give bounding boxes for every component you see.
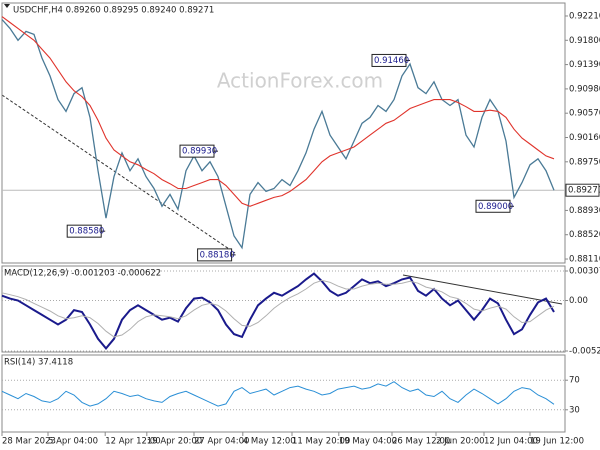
annotation-box <box>66 224 102 238</box>
annotation-box <box>197 248 233 262</box>
y-tick-label: 30 <box>569 405 580 415</box>
x-tick-label: 28 Mar 2023 <box>2 437 56 447</box>
series-line <box>1 19 555 250</box>
x-tick-label: 11 May 20:00 <box>292 437 350 447</box>
annotation-label: 0.91460 <box>374 56 409 66</box>
panel-title: MACD(12,26,9) -0.001203 -0.000622 <box>4 269 161 279</box>
watermark: ActionForex.com <box>217 69 383 93</box>
x-tick-label: 19 Apr 20:00 <box>147 437 202 447</box>
x-tick-label: 19 Jun 12:00 <box>530 437 584 447</box>
y-tick-label: 0.00 <box>569 296 588 306</box>
trend-line <box>402 274 563 305</box>
y-tick-label: 0.003076 <box>569 266 600 276</box>
panel-frame <box>1 2 566 264</box>
series-line <box>1 16 555 207</box>
menu-triangle <box>4 4 10 8</box>
x-tick-label: 2 Jun 20:00 <box>436 437 485 447</box>
annotation-box <box>371 53 407 67</box>
annotation-label: 0.88580 <box>69 227 104 237</box>
series-line <box>1 381 555 407</box>
x-tick-label: 26 May 12:00 <box>392 437 450 447</box>
x-tick-label: 27 Apr 04:00 <box>194 437 249 447</box>
x-tick-label: 19 May 04:00 <box>339 437 397 447</box>
annotation-label: 0.88180 <box>200 250 235 260</box>
panel-frame <box>1 265 566 353</box>
x-tick-label: 4 May 12:00 <box>243 437 296 447</box>
last-price-box <box>565 183 600 197</box>
x-tick-label: 12 Jun 04:00 <box>484 437 538 447</box>
panel-title: USDCHF,H4 0.89260 0.89295 0.89240 0.8927… <box>13 6 214 16</box>
annotation-label: 0.89930 <box>182 147 217 157</box>
annotation-box <box>179 144 215 158</box>
annotation-label: 0.89000 <box>478 202 513 212</box>
series-line <box>1 279 555 338</box>
y-tick-label: 70 <box>569 376 580 386</box>
annotation-box <box>475 199 511 213</box>
series-line <box>1 272 555 350</box>
panel-frame <box>1 354 566 433</box>
y-tick-label: -0.005268 <box>569 347 600 357</box>
panel-title: RSI(14) 37.4118 <box>4 358 73 368</box>
x-tick-label: 5 Apr 04:00 <box>48 437 98 447</box>
trend-line <box>1 94 236 254</box>
x-tick-label: 12 Apr 12:00 <box>105 437 160 447</box>
last-price-label: 0.89271 <box>568 186 600 196</box>
